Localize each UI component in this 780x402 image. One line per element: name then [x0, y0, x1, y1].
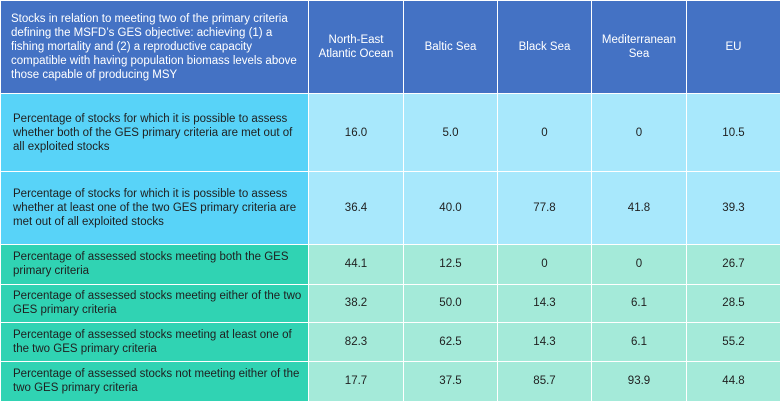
- table-cell: 0: [497, 243, 592, 285]
- table-cell: 16.0: [308, 92, 404, 173]
- table-cell: 17.7: [308, 360, 404, 402]
- table-cell: 41.8: [591, 171, 687, 245]
- row-label: Percentage of assessed stocks meeting bo…: [0, 243, 309, 285]
- table-cell: 44.8: [686, 360, 780, 402]
- table-cell: 39.3: [686, 171, 780, 245]
- row-label: Percentage of assessed stocks not meetin…: [0, 360, 309, 402]
- table-cell: 85.7: [497, 360, 592, 402]
- table-cell: 10.5: [686, 92, 780, 173]
- table-cell: 14.3: [497, 321, 592, 362]
- row-label: Percentage of assessed stocks meeting ei…: [0, 283, 309, 323]
- table-cell: 5.0: [403, 92, 498, 173]
- table-row: Percentage of assessed stocks not meetin…: [0, 360, 780, 402]
- table-cell: 77.8: [497, 171, 592, 245]
- column-header-black-sea: Black Sea: [497, 0, 592, 94]
- row-label: Percentage of stocks for which it is pos…: [0, 171, 309, 245]
- table-cell: 26.7: [686, 243, 780, 285]
- table-cell: 28.5: [686, 283, 780, 323]
- header-row: Stocks in relation to meeting two of the…: [0, 0, 780, 94]
- table-cell: 62.5: [403, 321, 498, 362]
- table-row: Percentage of assessed stocks meeting ei…: [0, 283, 780, 323]
- row-label: Percentage of stocks for which it is pos…: [0, 92, 309, 173]
- table-cell: 12.5: [403, 243, 498, 285]
- table-cell: 6.1: [591, 283, 687, 323]
- table-cell: 82.3: [308, 321, 404, 362]
- table-cell: 40.0: [403, 171, 498, 245]
- column-header-north-east-atlantic: North-East Atlantic Ocean: [308, 0, 404, 94]
- column-header-baltic-sea: Baltic Sea: [403, 0, 498, 94]
- table-row: Percentage of stocks for which it is pos…: [0, 171, 780, 245]
- table-cell: 0: [591, 243, 687, 285]
- table-cell: 0: [497, 92, 592, 173]
- table-cell: 38.2: [308, 283, 404, 323]
- row-label: Percentage of assessed stocks meeting at…: [0, 321, 309, 362]
- table-cell: 44.1: [308, 243, 404, 285]
- header-row-label: Stocks in relation to meeting two of the…: [0, 0, 309, 94]
- table-row: Percentage of stocks for which it is pos…: [0, 92, 780, 173]
- table-cell: 0: [591, 92, 687, 173]
- table-row: Percentage of assessed stocks meeting at…: [0, 321, 780, 362]
- table-cell: 37.5: [403, 360, 498, 402]
- table-cell: 14.3: [497, 283, 592, 323]
- table-row: Percentage of assessed stocks meeting bo…: [0, 243, 780, 285]
- table-cell: 93.9: [591, 360, 687, 402]
- table-cell: 36.4: [308, 171, 404, 245]
- column-header-eu: EU: [686, 0, 780, 94]
- table-cell: 50.0: [403, 283, 498, 323]
- column-header-mediterranean-sea: Mediterranean Sea: [591, 0, 687, 94]
- table-cell: 55.2: [686, 321, 780, 362]
- table-cell: 6.1: [591, 321, 687, 362]
